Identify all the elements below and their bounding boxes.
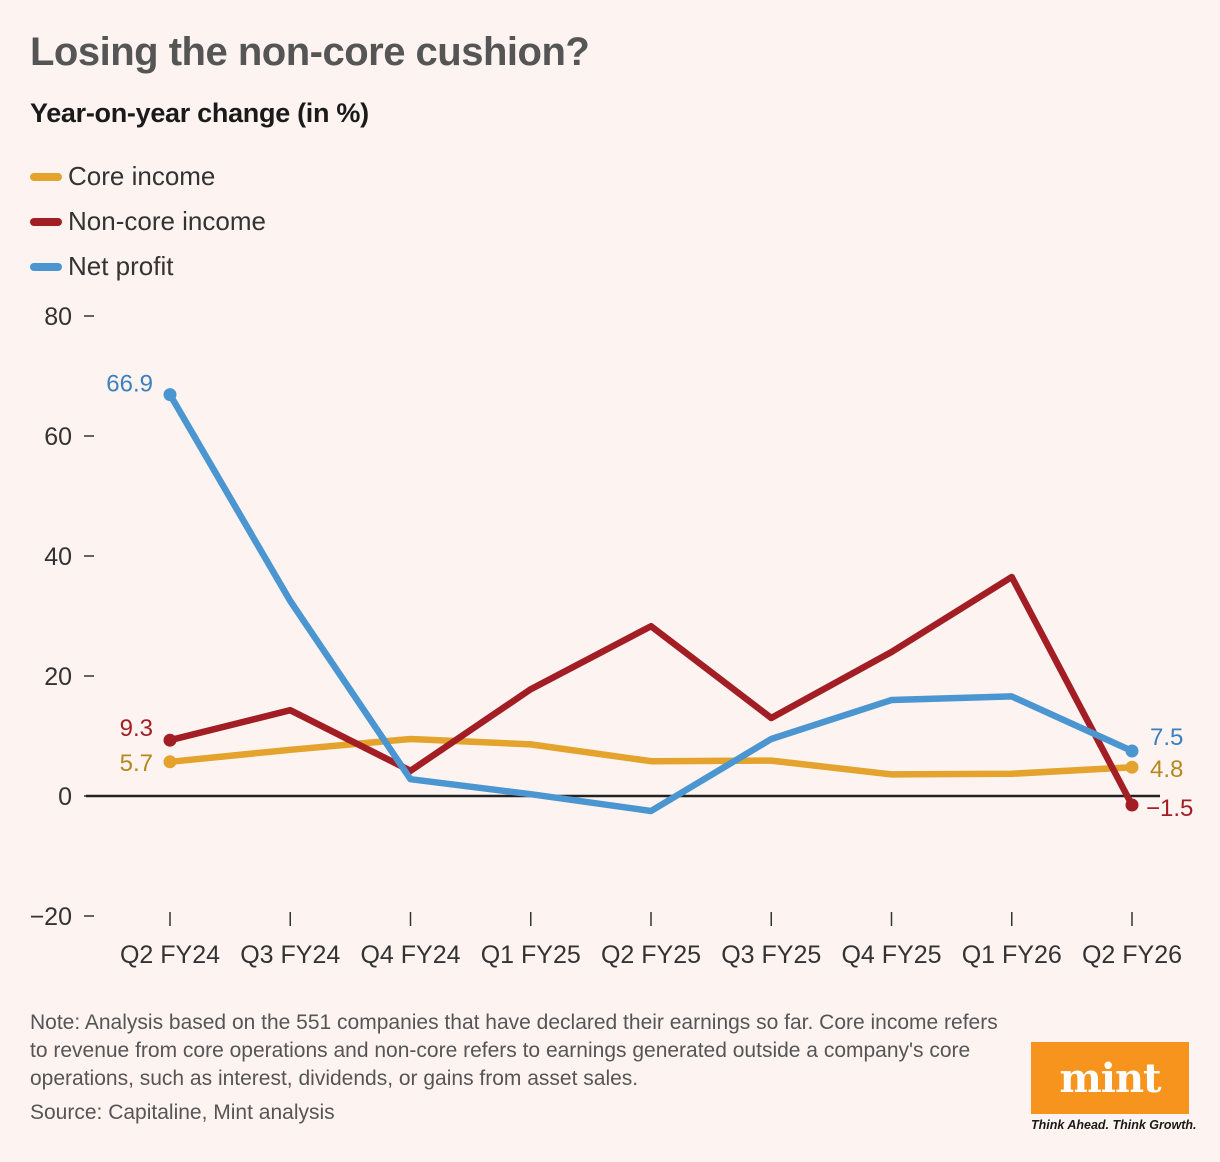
- series-start-label-non-core-income: 9.3: [120, 715, 153, 742]
- series-end-label-net-profit: 7.5: [1150, 724, 1183, 751]
- x-tick-label-0: Q2 FY24: [120, 941, 220, 969]
- legend-swatch-net-profit: [30, 262, 62, 271]
- y-tick-label-2: 20: [44, 663, 72, 691]
- series-start-point-net-profit: [163, 388, 177, 402]
- series-end-label-non-core-income: −1.5: [1146, 795, 1193, 822]
- chart-title: Losing the non-core cushion?: [30, 30, 590, 74]
- y-tick-label-5: 80: [44, 303, 72, 331]
- series-start-point-non-core-income: [163, 733, 177, 747]
- line-chart: −20 0 20 40 60 80 Q2 FY24 Q3 FY24 Q4 FY24 Q1 FY25…: [30, 303, 1194, 969]
- series-line-core-income: [166, 735, 1136, 778]
- mint-logo: mint: [1031, 1042, 1189, 1114]
- legend-item-non-core-income: Non-core income: [30, 199, 266, 244]
- legend-item-net-profit: Net profit: [30, 244, 266, 289]
- x-tick-label-6: Q4 FY25: [841, 941, 941, 969]
- series-end-point-non-core-income: [1125, 798, 1139, 812]
- mint-logo-text: mint: [1059, 1054, 1161, 1102]
- legend: Core income Non-core income Net profit: [30, 154, 266, 289]
- y-tick-label-1: 0: [58, 783, 72, 811]
- series-line-net-profit: [166, 391, 1136, 815]
- legend-label-net-profit: Net profit: [68, 251, 174, 281]
- x-tick-label-8: Q2 FY26: [1082, 941, 1182, 969]
- x-tick-label-2: Q4 FY24: [360, 941, 460, 969]
- legend-swatch-non-core-income: [30, 217, 62, 226]
- series-end-point-net-profit: [1125, 744, 1139, 758]
- x-tick-label-4: Q2 FY25: [601, 941, 701, 969]
- source-note: Source: Capitaline, Mint analysis: [30, 1101, 335, 1124]
- series-start-label-core-income: 5.7: [120, 750, 153, 777]
- legend-label-core-income: Core income: [68, 161, 216, 191]
- mint-logo-tagline: Think Ahead. Think Growth.: [1031, 1118, 1197, 1132]
- series-end-label-core-income: 4.8: [1150, 756, 1183, 783]
- x-tick-label-3: Q1 FY25: [481, 941, 581, 969]
- series-start-label-net-profit: 66.9: [106, 371, 153, 398]
- x-tick-label-5: Q3 FY25: [721, 941, 821, 969]
- x-tick-label-7: Q1 FY26: [962, 941, 1062, 969]
- legend-item-core-income: Core income: [30, 154, 266, 199]
- y-tick-label-3: 40: [44, 543, 72, 571]
- y-tick-label-4: 60: [44, 423, 72, 451]
- series-end-point-core-income: [1125, 760, 1139, 774]
- footnote: Note: Analysis based on the 551 companie…: [30, 1011, 998, 1090]
- y-tick-label-0: −20: [30, 903, 72, 931]
- chart-subtitle: Year-on-year change (in %): [30, 98, 369, 128]
- legend-label-non-core-income: Non-core income: [68, 206, 266, 236]
- series-start-point-core-income: [163, 755, 177, 769]
- series-line-non-core-income: [166, 573, 1136, 809]
- legend-swatch-core-income: [30, 172, 62, 181]
- x-tick-label-1: Q3 FY24: [240, 941, 340, 969]
